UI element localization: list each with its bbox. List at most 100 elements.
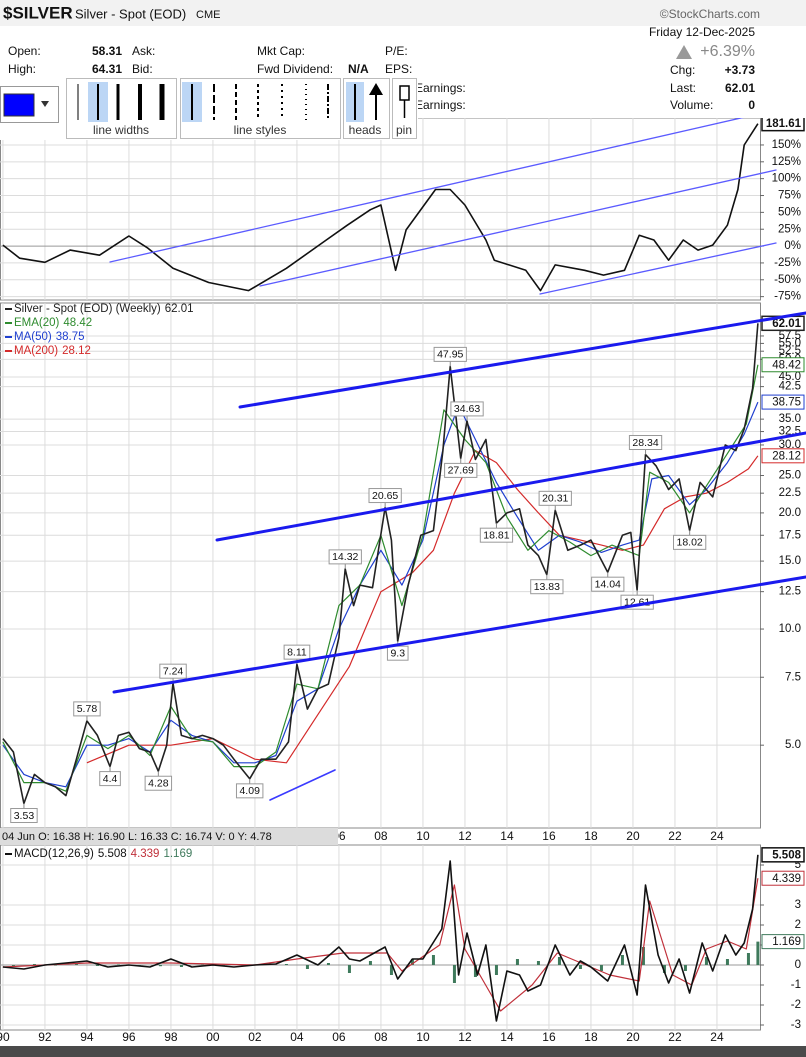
annotation-box bbox=[673, 534, 707, 550]
label: EPS: bbox=[385, 62, 412, 76]
pin-icon[interactable] bbox=[399, 85, 410, 101]
y-tick-label: 57.5 bbox=[779, 330, 801, 342]
x-tick-label: 18 bbox=[584, 829, 598, 843]
price-tag-label: 48.42 bbox=[772, 359, 801, 371]
histogram-bar bbox=[473, 965, 477, 977]
value: 64.31 bbox=[92, 62, 122, 76]
label: Mkt Cap: bbox=[257, 44, 305, 58]
x-tick-label: 06 bbox=[332, 1030, 346, 1044]
y-tick-label: 5.0 bbox=[785, 739, 801, 751]
tool-label: heads bbox=[349, 123, 382, 137]
annotation-label: 20.65 bbox=[372, 490, 398, 502]
trend-line bbox=[112, 575, 806, 694]
price-tag-label: 4.339 bbox=[772, 873, 801, 885]
annotation-box bbox=[444, 462, 478, 478]
tool-group[interactable] bbox=[180, 78, 341, 139]
legend-value: 4.339 bbox=[131, 848, 160, 860]
x-tick-label: 02 bbox=[248, 1030, 262, 1044]
histogram-bar bbox=[347, 965, 351, 973]
legend-value: 38.75 bbox=[56, 331, 85, 343]
grid bbox=[0, 303, 760, 828]
heads[interactable]: heads bbox=[343, 78, 390, 139]
label: High: bbox=[8, 62, 36, 76]
pin[interactable]: pin bbox=[392, 78, 417, 139]
histogram-bar bbox=[116, 964, 120, 965]
y-tick-label: 100% bbox=[772, 173, 801, 185]
price-tag bbox=[761, 394, 805, 410]
series-line bbox=[86, 450, 759, 764]
x-tick-label: 10 bbox=[416, 829, 430, 843]
x-tick-label: 92 bbox=[38, 1030, 52, 1044]
y-tick-label: 150% bbox=[772, 139, 801, 151]
y-tick-label: 52.5 bbox=[779, 345, 801, 357]
annotation-box bbox=[450, 401, 484, 417]
legend-name: EMA(20) bbox=[14, 317, 60, 329]
histogram-bar bbox=[578, 965, 582, 969]
histogram-bar bbox=[431, 955, 435, 965]
x-tick-label: 90 bbox=[0, 1030, 10, 1044]
tool-group[interactable] bbox=[66, 78, 177, 139]
line-styles[interactable]: line styles bbox=[180, 78, 341, 139]
label: Last: bbox=[670, 81, 696, 95]
y-tick-label: 25% bbox=[778, 223, 801, 235]
legend-name: MA(50) bbox=[14, 331, 52, 343]
annotation-box bbox=[368, 488, 402, 504]
legend-entry: Silver - Spot (EOD) (Weekly) 62.01 bbox=[14, 303, 194, 315]
price-tag-label: 62.01 bbox=[772, 318, 801, 330]
y-tick-label: -1 bbox=[791, 979, 801, 991]
annotation-label: 18.81 bbox=[483, 529, 509, 541]
y-tick-label: 17.5 bbox=[779, 529, 801, 541]
y-tick-label: -2 bbox=[791, 999, 801, 1011]
annotation-label: 28.34 bbox=[632, 437, 658, 449]
grid bbox=[0, 118, 760, 300]
price-tag-label: 181.61 bbox=[766, 118, 802, 130]
legend-name: Silver - Spot (EOD) (Weekly) bbox=[14, 303, 161, 315]
dropdown-arrow[interactable] bbox=[41, 101, 49, 107]
annotation-label: 8.11 bbox=[287, 646, 307, 658]
footer-bar bbox=[0, 1046, 806, 1057]
exchange: CME bbox=[196, 9, 220, 21]
value: 0 bbox=[748, 98, 755, 112]
label: Ask: bbox=[132, 44, 155, 58]
annotation-label: 47.95 bbox=[437, 349, 463, 361]
x-tick-label: 14 bbox=[500, 1030, 514, 1044]
histogram-bar bbox=[620, 955, 624, 965]
histogram-bar bbox=[95, 965, 99, 966]
histogram-bar bbox=[662, 965, 666, 973]
x-tick-label: 20 bbox=[626, 829, 640, 843]
color-picker[interactable] bbox=[0, 86, 59, 123]
change-pct: +6.39% bbox=[700, 43, 755, 60]
histogram-bar bbox=[305, 965, 309, 969]
color-swatch[interactable] bbox=[3, 93, 35, 117]
y-tick-label: 15.0 bbox=[779, 555, 801, 567]
legend-entry: MA(200) 28.12 bbox=[14, 345, 91, 357]
x-tick-label: 12 bbox=[458, 829, 472, 843]
x-tick-label: 04 bbox=[290, 1030, 304, 1044]
annotation-box bbox=[538, 490, 572, 506]
trend-line bbox=[238, 311, 806, 409]
y-tick-label: 10.0 bbox=[779, 623, 801, 635]
annotation-label: 14.04 bbox=[595, 578, 621, 590]
y-tick-label: 45.0 bbox=[779, 371, 801, 383]
y-tick-label: 7.5 bbox=[785, 671, 801, 683]
value: +3.73 bbox=[725, 63, 756, 77]
tool-group[interactable] bbox=[392, 78, 417, 139]
y-tick-label: 20.0 bbox=[779, 507, 801, 519]
x-tick-label: 24 bbox=[710, 829, 724, 843]
histogram-bar bbox=[11, 965, 15, 966]
line-widths[interactable]: line widths bbox=[66, 78, 177, 139]
trend-line bbox=[539, 242, 777, 295]
y-tick-label: 5 bbox=[795, 859, 801, 871]
annotation-label: 5.78 bbox=[77, 703, 98, 715]
price-tag-label: 28.12 bbox=[772, 450, 801, 462]
legend-entry: MA(50) 38.75 bbox=[14, 331, 84, 343]
label: Chg: bbox=[670, 63, 695, 77]
histogram-bar bbox=[53, 965, 57, 966]
y-tick-label: -50% bbox=[774, 274, 801, 286]
label: Open: bbox=[8, 44, 41, 58]
arrow-head[interactable] bbox=[369, 83, 383, 95]
histogram-bar bbox=[756, 941, 760, 965]
legend-value: 28.12 bbox=[62, 345, 91, 357]
